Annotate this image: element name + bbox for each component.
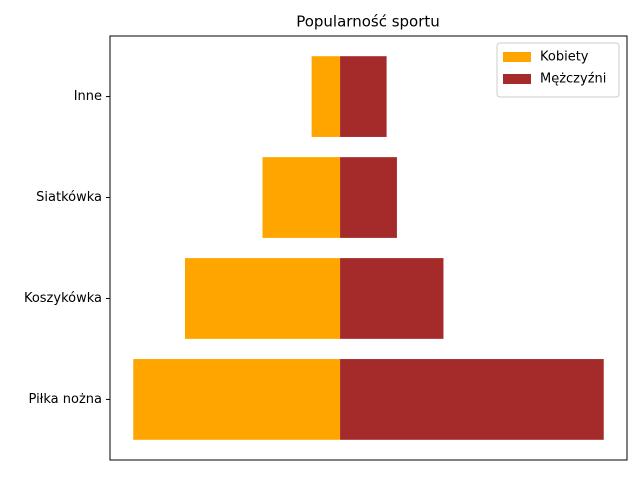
chart-title: Popularność sportu	[296, 13, 440, 31]
legend-label: Kobiety	[540, 50, 589, 65]
y-tick-label: Piłka nożna	[29, 392, 102, 407]
y-tick-label: Inne	[74, 89, 102, 104]
bar	[340, 157, 397, 238]
y-tick-label: Koszykówka	[24, 291, 102, 306]
plot-frame	[109, 35, 628, 461]
bar	[311, 56, 341, 137]
bar	[340, 56, 387, 137]
bar	[340, 359, 604, 440]
legend-swatch	[503, 74, 531, 84]
legend-swatch	[503, 52, 531, 62]
legend-label: Mężczyźni	[540, 72, 606, 87]
y-tick-label: Siatkówka	[36, 190, 102, 205]
bar	[262, 157, 341, 238]
bar	[340, 258, 444, 339]
bar	[184, 258, 341, 339]
bar	[133, 359, 341, 440]
